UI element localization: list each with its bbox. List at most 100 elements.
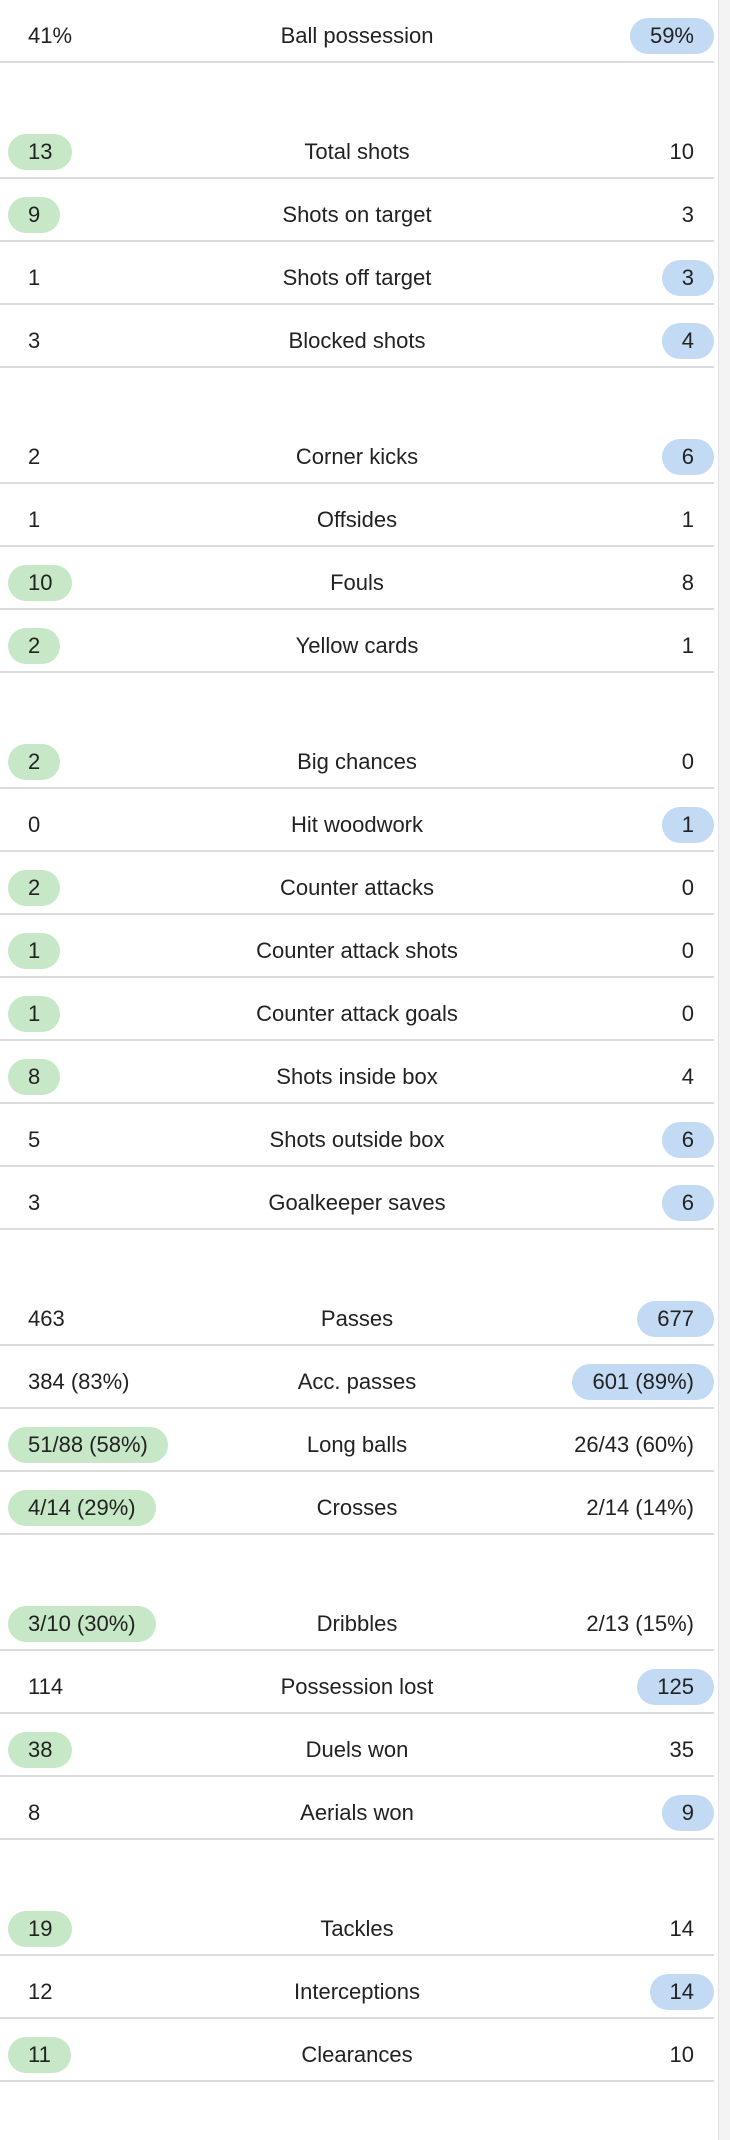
stat-label: Acc. passes xyxy=(297,1369,417,1394)
away-value: 0 xyxy=(681,1001,694,1026)
stat-label: Interceptions xyxy=(294,1979,420,2004)
stat-label: Total shots xyxy=(304,139,410,164)
away-value: 35 xyxy=(669,1737,694,1762)
away-value: 601 (89%) xyxy=(572,1364,714,1400)
home-value: 0 xyxy=(28,812,41,837)
stat-row: 1 Shots off target 3 xyxy=(0,242,714,305)
home-value: 41% xyxy=(28,23,73,48)
stat-row: 4/14 (29%) Crosses 2/14 (14%) xyxy=(0,1472,714,1535)
home-value: 2 xyxy=(8,628,61,664)
home-value: 38 xyxy=(8,1732,73,1768)
home-value: 2 xyxy=(28,444,41,469)
stat-label: Crosses xyxy=(316,1495,398,1520)
stat-label: Passes xyxy=(320,1306,394,1331)
stat-label: Dribbles xyxy=(316,1611,398,1636)
home-value: 384 (83%) xyxy=(28,1369,130,1394)
away-value: 1 xyxy=(661,807,714,843)
home-value: 1 xyxy=(28,265,41,290)
home-value: 13 xyxy=(8,134,73,170)
away-value: 6 xyxy=(661,439,714,475)
away-value: 1 xyxy=(681,507,694,532)
home-value: 9 xyxy=(8,197,61,233)
stat-label: Goalkeeper saves xyxy=(268,1190,446,1215)
stat-label: Counter attacks xyxy=(279,875,435,900)
away-value: 4 xyxy=(681,1064,694,1089)
home-value: 3/10 (30%) xyxy=(8,1606,156,1642)
stat-label: Counter attack goals xyxy=(256,1001,458,1026)
away-value: 10 xyxy=(669,139,694,164)
home-value: 2 xyxy=(8,744,61,780)
stat-row: 19 Tackles 14 xyxy=(0,1893,714,1956)
away-value: 14 xyxy=(669,1916,694,1941)
stats-group: 2 Big chances 0 0 Hit woodwork 1 2 Counter atta… xyxy=(0,726,714,1283)
away-value: 9 xyxy=(661,1795,714,1831)
away-value: 0 xyxy=(681,875,694,900)
away-value: 3 xyxy=(661,260,714,296)
stat-row: 2 Big chances 0 xyxy=(0,726,714,789)
stat-label: Shots off target xyxy=(282,265,432,290)
away-value: 6 xyxy=(661,1122,714,1158)
home-value: 2 xyxy=(8,870,61,906)
home-value: 114 xyxy=(28,1674,64,1699)
home-value: 5 xyxy=(28,1127,41,1152)
stat-row: 2 Corner kicks 6 xyxy=(0,421,714,484)
away-value: 14 xyxy=(649,1974,714,2010)
stat-row: 13 Total shots 10 xyxy=(0,116,714,179)
stat-label: Clearances xyxy=(301,2042,413,2067)
scrollbar[interactable] xyxy=(718,0,730,2140)
stat-label: Tackles xyxy=(320,1916,394,1941)
away-value: 677 xyxy=(637,1301,714,1337)
away-value: 26/43 (60%) xyxy=(574,1432,694,1457)
stat-label: Shots on target xyxy=(282,202,432,227)
away-value: 125 xyxy=(637,1669,714,1705)
stat-label: Big chances xyxy=(297,749,417,774)
away-value: 59% xyxy=(629,18,714,54)
stat-row: 3/10 (30%) Dribbles 2/13 (15%) xyxy=(0,1588,714,1651)
away-value: 0 xyxy=(681,938,694,963)
stat-row: 12 Interceptions 14 xyxy=(0,1956,714,2019)
stat-row: 11 Clearances 10 xyxy=(0,2019,714,2082)
stat-row: 3 Goalkeeper saves 6 xyxy=(0,1167,714,1230)
stat-label: Possession lost xyxy=(280,1674,434,1699)
home-value: 3 xyxy=(28,1190,41,1215)
stats-group: 2 Corner kicks 6 1 Offsides 1 10 Fouls 8 2 Yellow … xyxy=(0,421,714,726)
stat-label: Offsides xyxy=(316,507,398,532)
stat-row: 463 Passes 677 xyxy=(0,1283,714,1346)
away-value: 3 xyxy=(681,202,694,227)
stat-label: Aerials won xyxy=(300,1800,414,1825)
stat-label: Hit woodwork xyxy=(290,812,424,837)
stat-row: 5 Shots outside box 6 xyxy=(0,1104,714,1167)
stat-label: Long balls xyxy=(306,1432,408,1457)
stats-group: 463 Passes 677 384 (83%) Acc. passes 601 (89%… xyxy=(0,1283,714,1588)
home-value: 1 xyxy=(8,933,61,969)
stat-row: 51/88 (58%) Long balls 26/43 (60%) xyxy=(0,1409,714,1472)
home-value: 19 xyxy=(8,1911,73,1947)
stat-row: 3 Blocked shots 4 xyxy=(0,305,714,368)
home-value: 1 xyxy=(8,996,61,1032)
home-value: 3 xyxy=(28,328,41,353)
stats-group: 13 Total shots 10 9 Shots on target 3 1 Shots o… xyxy=(0,116,714,421)
away-value: 4 xyxy=(661,323,714,359)
stats-group: 3/10 (30%) Dribbles 2/13 (15%) 114 Possessio… xyxy=(0,1588,714,1893)
stat-row: 0 Hit woodwork 1 xyxy=(0,789,714,852)
stat-label: Corner kicks xyxy=(295,444,419,469)
stat-label: Counter attack shots xyxy=(256,938,458,963)
home-value: 4/14 (29%) xyxy=(8,1490,156,1526)
stat-label: Fouls xyxy=(330,570,384,595)
home-value: 8 xyxy=(28,1800,41,1825)
stat-row: 2 Counter attacks 0 xyxy=(0,852,714,915)
home-value: 463 xyxy=(28,1306,65,1331)
stats-group: 19 Tackles 14 12 Interceptions 14 11 Clearances… xyxy=(0,1893,714,2135)
stat-row: 1 Counter attack shots 0 xyxy=(0,915,714,978)
stat-row: 114 Possession lost 125 xyxy=(0,1651,714,1714)
away-value: 2/14 (14%) xyxy=(586,1495,694,1520)
stat-row: 41% Ball possession 59% xyxy=(0,0,714,63)
stat-row: 38 Duels won 35 xyxy=(0,1714,714,1777)
away-value: 6 xyxy=(661,1185,714,1221)
stat-row: 9 Shots on target 3 xyxy=(0,179,714,242)
stat-row: 2 Yellow cards 1 xyxy=(0,610,714,673)
match-statistics-list: 41% Ball possession 59% 13 Total shots 10 9 Sho… xyxy=(0,0,714,2135)
away-value: 1 xyxy=(681,633,694,658)
stat-row: 8 Shots inside box 4 xyxy=(0,1041,714,1104)
away-value: 10 xyxy=(669,2042,694,2067)
